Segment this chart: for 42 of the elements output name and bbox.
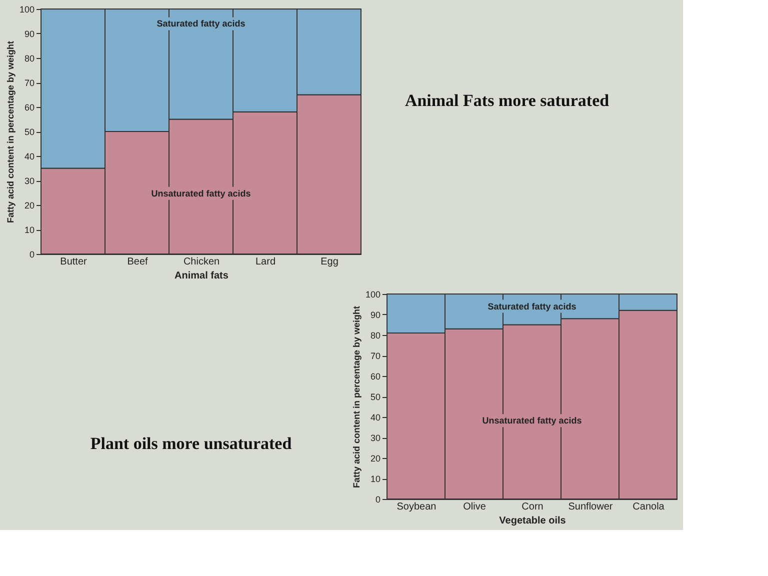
- y-tick-label: 0: [375, 494, 380, 504]
- x-tick-label: Butter: [60, 256, 88, 268]
- x-tick-label: Corn: [522, 502, 544, 512]
- y-tick-label: 70: [24, 78, 34, 88]
- y-tick-label: 100: [19, 4, 34, 14]
- text: Animal Fats more saturated: [404, 91, 610, 110]
- x-tick-label: Canola: [632, 502, 665, 512]
- x-tick-label: Sunflower: [568, 502, 614, 512]
- y-tick-label: 40: [24, 152, 34, 162]
- x-tick-label: Olive: [463, 502, 486, 512]
- y-tick-label: 50: [370, 392, 380, 402]
- y-axis-title: Fatty acid content in percentage by weight: [5, 40, 16, 224]
- series-label: Saturated fatty acids: [488, 301, 576, 312]
- y-tick-label: 30: [370, 433, 380, 443]
- x-tick-label: Beef: [127, 256, 148, 268]
- x-tick-label: Lard: [255, 256, 276, 268]
- y-tick-label: 20: [370, 454, 380, 464]
- series-label: Saturated fatty acids: [156, 18, 246, 29]
- series-label: Unsaturated fatty acids: [151, 188, 251, 198]
- text: Plant oils more unsaturated: [90, 434, 292, 453]
- series-label: Unsaturated fatty acids: [482, 416, 582, 426]
- y-tick-label: 60: [370, 372, 380, 382]
- y-axis-title: Fatty acid content in percentage by weight: [351, 306, 362, 488]
- y-tick-label: 40: [370, 412, 380, 422]
- y-tick-label: 50: [24, 127, 34, 137]
- y-tick-label: 60: [24, 102, 34, 112]
- y-tick-label: 80: [370, 330, 380, 340]
- y-tick-label: 70: [370, 351, 380, 361]
- y-tick-label: 80: [24, 54, 34, 64]
- y-tick-label: 100: [365, 290, 380, 300]
- x-tick-label: Egg: [320, 256, 338, 268]
- y-tick-label: 20: [24, 200, 34, 210]
- y-tick-label: 90: [370, 310, 380, 320]
- y-tick-label: 30: [24, 176, 34, 186]
- x-axis-title: Vegetable oils: [499, 516, 566, 526]
- y-tick-label: 90: [24, 29, 34, 39]
- y-tick-label: 10: [24, 225, 34, 235]
- x-tick-label: Chicken: [183, 256, 220, 268]
- y-tick-label: 10: [370, 474, 380, 484]
- y-tick-label: 0: [29, 250, 34, 260]
- x-axis-title: Animal fats: [174, 270, 229, 282]
- x-tick-label: Soybean: [396, 502, 436, 512]
